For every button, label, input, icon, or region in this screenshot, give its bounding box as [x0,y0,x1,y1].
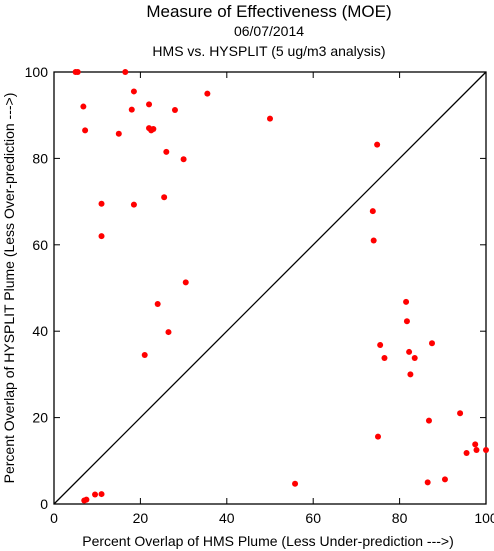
data-point [141,351,148,358]
data-point [80,103,87,110]
plot-area: 0 20 40 60 80 100 0 20 40 60 80 100 [25,64,494,526]
data-point [130,88,137,95]
y-tick-label: 60 [32,237,48,253]
data-point [182,279,189,286]
data-point [146,101,153,108]
data-point [472,441,479,448]
data-point [154,300,161,307]
y-tick-label: 80 [32,150,48,166]
y-axis-ticks: 0 20 40 60 80 100 [25,64,486,512]
data-point [163,148,170,155]
data-point [375,433,381,440]
data-point [82,127,89,134]
data-point [204,90,211,97]
data-point [165,329,172,336]
data-point [370,237,377,244]
data-point [463,450,470,457]
chart-date: 06/07/2014 [234,23,304,39]
data-point [429,340,435,347]
x-tick-label: 20 [133,510,149,526]
data-point [406,348,413,355]
data-point [441,476,448,483]
data-point [407,371,414,378]
y-tick-label: 20 [32,410,48,426]
data-point [267,115,273,122]
y-tick-label: 40 [32,323,48,339]
x-tick-label: 40 [219,510,235,526]
data-point [377,342,384,349]
chart-subtitle: HMS vs. HYSPLIT (5 ug/m3 analysis) [152,43,385,59]
data-point [98,200,105,207]
data-point [473,447,480,453]
data-point [128,106,135,113]
data-point [150,126,157,133]
data-point [424,479,431,486]
data-point [98,491,105,498]
data-point [98,233,105,240]
x-axis-ticks: 0 20 40 60 80 100 [50,72,494,526]
y-axis-label: Percent Overlap of HYSPLIT Plume (Less O… [1,93,17,484]
data-point [171,107,178,114]
data-point [92,491,99,498]
x-tick-label: 0 [50,510,58,526]
data-point [130,201,137,208]
data-point [381,354,388,361]
data-point [403,298,410,305]
data-point [180,156,187,163]
data-point [483,447,489,453]
data-point [457,410,464,417]
data-point [122,69,129,75]
x-tick-label: 100 [474,510,494,526]
data-point [115,130,122,137]
x-axis-label: Percent Overlap of HMS Plume (Less Under… [82,533,454,549]
x-tick-label: 60 [305,510,321,526]
one-to-one-diagonal [53,71,487,505]
data-point [161,194,168,201]
data-point [425,417,432,424]
y-tick-label: 0 [40,496,48,512]
data-point [411,354,418,361]
data-points [72,69,489,504]
data-point [83,496,90,503]
chart-title: Measure of Effectiveness (MOE) [146,2,391,21]
x-tick-label: 80 [392,510,408,526]
data-point [369,208,376,215]
data-point [74,69,81,75]
data-point [292,480,299,487]
data-point [403,318,410,325]
data-point [374,141,381,148]
plot-frame [53,71,487,505]
y-tick-label: 100 [25,64,49,80]
